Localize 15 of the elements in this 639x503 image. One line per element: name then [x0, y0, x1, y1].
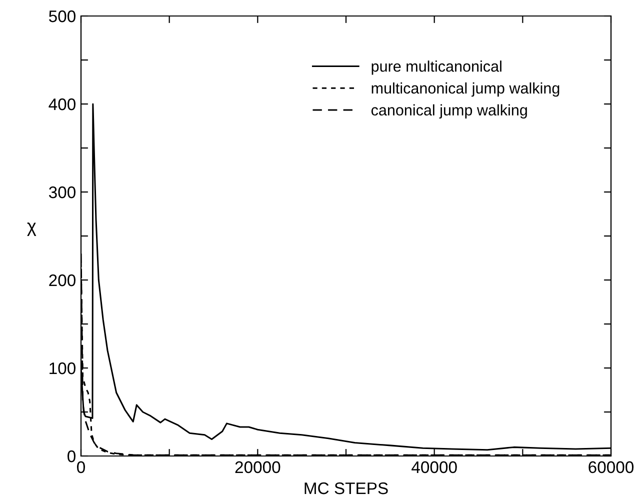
legend-label: multicanonical jump walking: [372, 82, 560, 97]
x-tick-label: 40000: [412, 461, 457, 474]
legend-label: canonical jump walking: [371, 104, 527, 119]
x-axis-title: MC STEPS: [304, 482, 388, 494]
legend-label: pure multicanonical: [372, 60, 502, 75]
y-tick-label: 500: [49, 10, 76, 22]
x-tick-label: 0: [77, 461, 85, 474]
y-axis-title: χ: [27, 222, 36, 236]
x-tick-label: 20000: [235, 461, 280, 474]
x-tick-label: 60000: [588, 461, 634, 474]
y-tick-label: 300: [48, 186, 76, 198]
y-tick-label: 400: [48, 98, 76, 110]
y-tick-label: 0: [68, 450, 76, 462]
y-tick-label: 200: [49, 274, 76, 286]
y-tick-label: 100: [50, 362, 76, 374]
